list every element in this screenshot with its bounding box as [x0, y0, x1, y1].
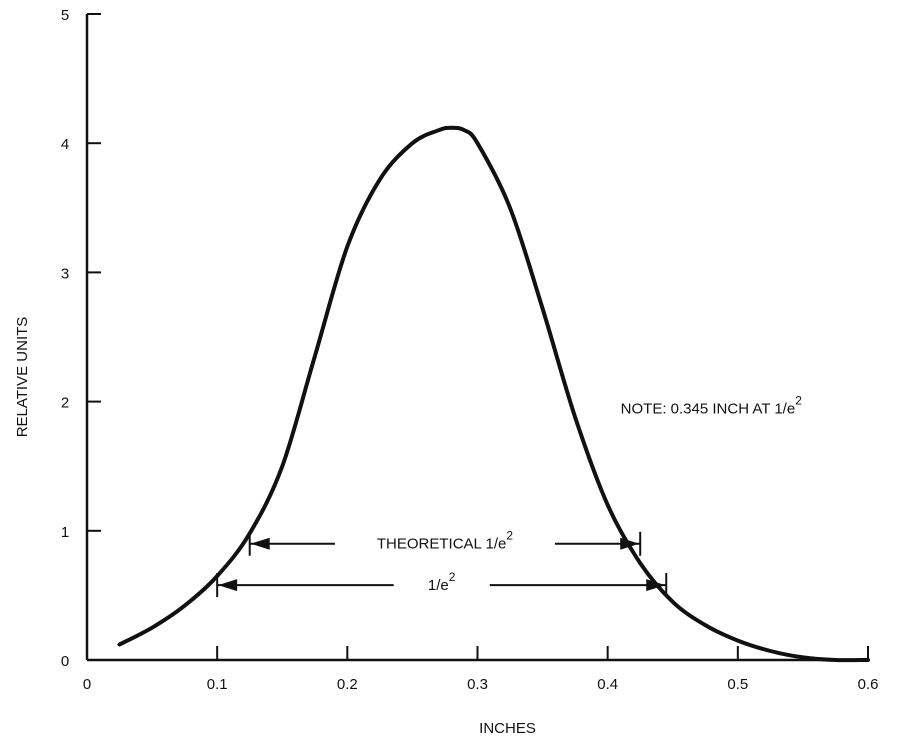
measured-width-marker — [216, 573, 668, 598]
y-ticks: 0 1 2 3 4 5 — [61, 7, 101, 670]
x-tick-label: 0.5 — [727, 676, 748, 693]
y-axis-title: RELATIVE UNITS — [14, 317, 31, 438]
arrowhead-left — [218, 579, 238, 592]
measured-label-main: 1/e — [428, 577, 449, 594]
x-axis-title: INCHES — [479, 720, 536, 737]
measured-label: 1/e2 — [428, 570, 456, 594]
y-tick-label: 0 — [61, 653, 69, 670]
y-tick-label: 5 — [61, 7, 69, 24]
arrowhead-right — [620, 537, 640, 550]
measured-label-sup: 2 — [449, 570, 456, 584]
axes — [85, 14, 868, 662]
note-label-sup: 2 — [795, 394, 802, 408]
y-tick-label: 4 — [61, 136, 69, 153]
x-tick-label: 0 — [83, 676, 91, 693]
x-tick-label: 0.2 — [337, 676, 358, 693]
note-label: NOTE: 0.345 INCH AT 1/e2 — [621, 394, 803, 418]
x-ticks: 0 0.1 0.2 0.3 0.4 0.5 0.6 — [83, 646, 879, 693]
theoretical-label-main: THEORETICAL 1/e — [377, 536, 506, 553]
note-label-main: NOTE: 0.345 INCH AT 1/e — [621, 401, 796, 418]
x-tick-label: 0.1 — [207, 676, 228, 693]
intensity-curve — [117, 125, 870, 663]
theoretical-width-marker — [248, 531, 642, 556]
arrowhead-right — [646, 579, 666, 592]
x-tick-label: 0.4 — [597, 676, 618, 693]
y-tick-label: 2 — [61, 395, 69, 412]
y-tick-label: 1 — [61, 524, 69, 541]
y-tick-label: 3 — [61, 265, 69, 282]
theoretical-label: THEORETICAL 1/e2 — [377, 529, 513, 553]
x-tick-label: 0.6 — [858, 676, 879, 693]
x-tick-label: 0.3 — [467, 676, 488, 693]
arrowhead-left — [250, 537, 270, 550]
theoretical-label-sup: 2 — [506, 529, 513, 543]
